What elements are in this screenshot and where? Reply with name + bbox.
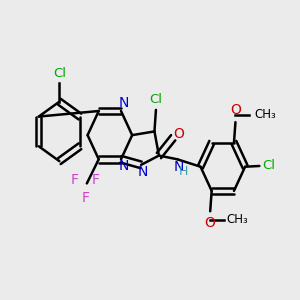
Text: F: F [70, 173, 78, 187]
Text: N: N [118, 96, 129, 110]
Text: O: O [205, 216, 216, 230]
Text: F: F [81, 190, 89, 205]
Text: CH₃: CH₃ [226, 213, 248, 226]
Text: Cl: Cl [149, 93, 162, 106]
Text: CH₃: CH₃ [254, 108, 276, 121]
Text: O: O [174, 127, 184, 141]
Text: N: N [137, 165, 148, 179]
Text: N: N [174, 160, 184, 174]
Text: F: F [92, 173, 100, 187]
Text: H: H [179, 165, 189, 178]
Text: N: N [118, 159, 129, 173]
Text: O: O [230, 103, 241, 117]
Text: Cl: Cl [53, 67, 66, 80]
Text: Cl: Cl [262, 160, 275, 172]
